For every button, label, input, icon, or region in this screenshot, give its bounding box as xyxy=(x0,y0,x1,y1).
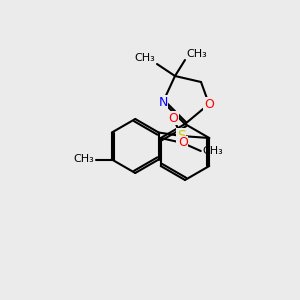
Text: CH₃: CH₃ xyxy=(186,49,207,59)
Text: CH₃: CH₃ xyxy=(73,154,94,164)
Text: CH₃: CH₃ xyxy=(203,146,224,156)
Text: S: S xyxy=(177,129,186,143)
Text: O: O xyxy=(168,112,178,124)
Text: O: O xyxy=(178,136,188,149)
Text: N: N xyxy=(158,95,168,109)
Text: CH₃: CH₃ xyxy=(134,53,155,63)
Text: O: O xyxy=(204,98,214,110)
